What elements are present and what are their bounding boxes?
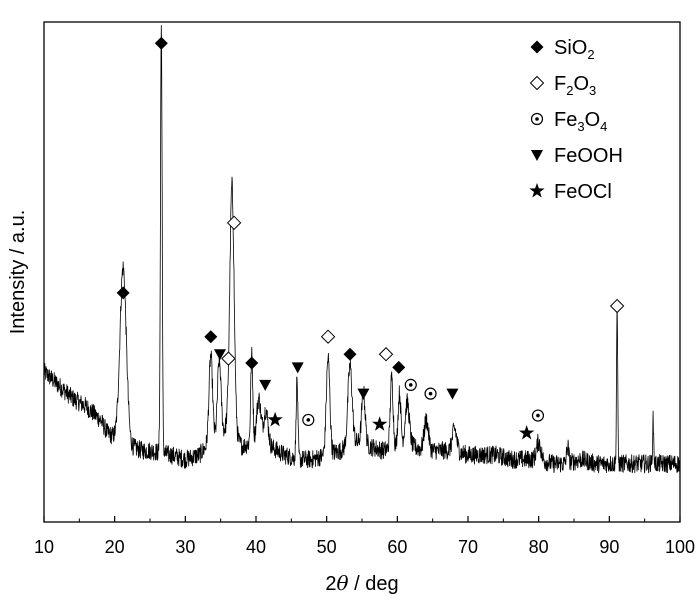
marker-feocl [519, 425, 535, 440]
marker-sio2 [154, 36, 168, 50]
legend-label: F2O3 [554, 73, 596, 98]
marker-feooh [213, 349, 226, 361]
marker-feooh [446, 388, 459, 400]
legend-label: Fe3O4 [554, 109, 607, 134]
x-tick-label: 20 [105, 537, 125, 557]
phase-markers [116, 36, 625, 440]
marker-sio2 [204, 330, 218, 344]
x-tick-label: 50 [317, 537, 337, 557]
marker-fe3o4 [302, 413, 315, 427]
marker-feooh [357, 388, 370, 400]
marker-feocl [372, 416, 388, 431]
marker-f2o3 [320, 329, 336, 344]
x-tick-label: 30 [175, 537, 195, 557]
x-tick-label: 100 [665, 537, 695, 557]
x-axis-title: 2θ / deg [325, 571, 398, 595]
legend-item-feocl: FeOCl [529, 181, 612, 203]
legend: SiO2 F2O3 Fe3O4 FeOOH FeOCl [529, 37, 623, 203]
marker-f2o3 [226, 215, 242, 231]
legend-label: FeOCl [554, 181, 612, 203]
legend-label: SiO2 [554, 37, 595, 62]
marker-sio2 [392, 360, 406, 374]
marker-sio2 [343, 347, 357, 361]
y-axis-title: Intensity / a.u. [7, 210, 29, 335]
marker-fe3o4 [530, 112, 544, 126]
marker-f2o3 [609, 298, 625, 314]
marker-f2o3 [221, 351, 236, 366]
marker-feooh [531, 150, 543, 161]
x-tick-label: 80 [529, 537, 549, 557]
marker-feocl [267, 411, 283, 427]
marker-feooh [259, 379, 272, 391]
x-tick-label: 70 [458, 537, 478, 557]
marker-fe3o4 [424, 387, 437, 400]
marker-f2o3 [529, 75, 545, 91]
marker-f2o3 [378, 347, 394, 362]
marker-fe3o4 [531, 409, 545, 422]
legend-item-fe3o4: Fe3O4 [530, 109, 607, 134]
marker-feocl [529, 183, 545, 198]
x-tick-label: 40 [246, 537, 266, 557]
marker-feooh [291, 362, 304, 374]
x-tick-label: 60 [387, 537, 407, 557]
legend-item-f2o3: F2O3 [529, 73, 596, 98]
marker-fe3o4 [404, 378, 417, 391]
x-axis-ticks: 10 20 30 40 50 60 70 80 90 100 [34, 516, 695, 557]
legend-label: FeOOH [554, 145, 623, 167]
legend-item-feooh: FeOOH [531, 145, 623, 167]
marker-sio2 [530, 40, 544, 54]
marker-sio2 [116, 286, 130, 300]
xrd-pattern [43, 24, 681, 474]
legend-item-sio2: SiO2 [530, 37, 595, 62]
x-tick-label: 10 [34, 537, 54, 557]
marker-sio2 [245, 356, 259, 370]
x-tick-label: 90 [599, 537, 619, 557]
xrd-line [43, 24, 681, 474]
